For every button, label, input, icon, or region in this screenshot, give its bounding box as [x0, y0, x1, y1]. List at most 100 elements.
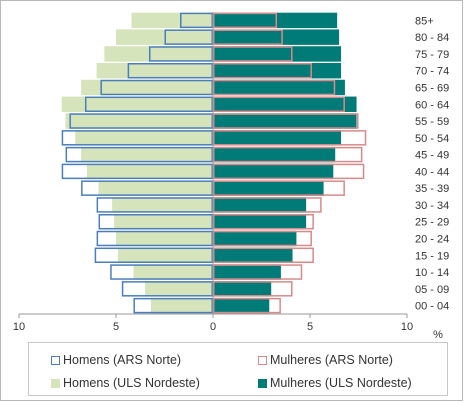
bar-mulheres-uls-nordeste — [213, 297, 270, 314]
bar-mulheres-uls-nordeste — [213, 146, 336, 163]
age-group-label: 10 - 14 — [415, 267, 449, 279]
bar-homens-ars-norte — [110, 264, 213, 280]
bar-homens-uls-nordeste — [65, 113, 213, 129]
bar-homens-ars-norte — [164, 29, 213, 45]
legend-swatch — [51, 379, 60, 388]
bar-homens-ars-norte — [61, 130, 214, 146]
age-group-label: 35 - 39 — [415, 183, 449, 195]
bar-mulheres-uls-nordeste — [213, 96, 357, 112]
legend-item-mulheres-ars-norte: Mulheres (ARS Norte) — [258, 353, 393, 367]
legend-label: Homens (ARS Norte) — [63, 353, 182, 367]
age-group-label: 20 - 24 — [415, 234, 449, 246]
bar-mulheres-uls-nordeste — [213, 130, 342, 146]
bar-homens-uls-nordeste — [116, 230, 213, 247]
bar-mulheres-uls-nordeste — [213, 79, 345, 96]
bar-homens-ars-norte — [69, 113, 213, 129]
bar-mulheres-ars-norte — [213, 63, 312, 79]
bar-mulheres-ars-norte — [213, 281, 293, 297]
x-tick-label: 0 — [210, 321, 216, 333]
bar-mulheres-ars-norte — [213, 46, 293, 62]
bar-mulheres-ars-norte — [213, 247, 314, 263]
bar-mulheres-ars-norte — [213, 146, 363, 163]
bar-mulheres-ars-norte — [213, 180, 345, 196]
x-tick-label: 10 — [13, 321, 25, 333]
bar-homens-ars-norte — [81, 180, 213, 196]
bar-mulheres-ars-norte — [213, 230, 312, 247]
legend-label: Homens (ULS Nordeste) — [63, 376, 200, 390]
bar-homens-uls-nordeste — [75, 130, 213, 146]
bar-homens-ars-norte — [94, 247, 213, 263]
bar-homens-uls-nordeste — [98, 180, 213, 196]
legend-item-homens-uls-nordeste: Homens (ULS Nordeste) — [51, 376, 200, 390]
age-group-label: 05 - 09 — [415, 284, 449, 296]
bar-mulheres-ars-norte — [213, 197, 322, 213]
bar-homens-ars-norte — [121, 281, 213, 297]
bar-mulheres-uls-nordeste — [213, 197, 307, 213]
age-group-label: 65 - 69 — [415, 83, 449, 95]
legend-label: Mulheres (ULS Nordeste) — [270, 376, 412, 390]
age-group-label: 30 - 34 — [415, 200, 449, 212]
age-group-label: 80 - 84 — [415, 32, 449, 44]
bar-homens-uls-nordeste — [114, 214, 213, 230]
bar-homens-uls-nordeste — [112, 197, 213, 213]
bar-homens-ars-norte — [127, 63, 213, 79]
bar-homens-uls-nordeste — [81, 79, 213, 96]
age-group-label: 00 - 04 — [415, 301, 449, 313]
bar-mulheres-ars-norte — [213, 79, 336, 96]
bar-mulheres-uls-nordeste — [213, 214, 307, 230]
bar-mulheres-uls-nordeste — [213, 29, 340, 45]
bar-mulheres-ars-norte — [213, 214, 314, 230]
bar-mulheres-uls-nordeste — [213, 12, 338, 29]
bar-homens-uls-nordeste — [131, 12, 213, 29]
bar-mulheres-ars-norte — [213, 297, 281, 314]
bar-mulheres-ars-norte — [213, 29, 283, 45]
bar-mulheres-ars-norte — [213, 12, 278, 29]
bar-homens-uls-nordeste — [96, 63, 213, 79]
x-tick-label: 5 — [113, 321, 119, 333]
bar-homens-uls-nordeste — [133, 264, 213, 280]
age-group-label: 40 - 44 — [415, 166, 449, 178]
bar-mulheres-ars-norte — [213, 264, 303, 280]
bar-mulheres-uls-nordeste — [213, 63, 342, 79]
population-pyramid-chart: 10 5 0 5 10% 85+ 80 - 84 75 - 79 70 - 74 65 - 69 6… — [13, 12, 449, 340]
bar-mulheres-uls-nordeste — [213, 264, 281, 280]
bar-mulheres-uls-nordeste — [213, 46, 342, 62]
bar-homens-uls-nordeste — [61, 96, 214, 112]
x-tick-label: 10 — [401, 321, 413, 333]
legend: Homens (ARS Norte) Mulheres (ARS Norte) … — [28, 342, 448, 396]
bar-mulheres-uls-nordeste — [213, 281, 272, 297]
age-group-label: 50 - 54 — [415, 133, 449, 145]
age-group-label: 25 - 29 — [415, 217, 449, 229]
age-group-label: 45 - 49 — [415, 150, 449, 162]
bar-homens-ars-norte — [96, 197, 213, 213]
bar-mulheres-ars-norte — [213, 130, 367, 146]
bar-homens-uls-nordeste — [104, 46, 213, 62]
x-unit-label: % — [433, 329, 443, 340]
bar-homens-uls-nordeste — [86, 163, 213, 180]
bar-mulheres-uls-nordeste — [213, 247, 293, 263]
bar-mulheres-uls-nordeste — [213, 180, 324, 196]
bar-homens-ars-norte — [100, 79, 213, 96]
age-group-label: 60 - 64 — [415, 99, 449, 111]
age-group-label: 85+ — [415, 15, 434, 27]
bar-homens-uls-nordeste — [150, 297, 213, 314]
bar-mulheres-uls-nordeste — [213, 230, 297, 247]
bar-homens-ars-norte — [133, 297, 214, 314]
legend-item-homens-ars-norte: Homens (ARS Norte) — [51, 353, 181, 367]
age-group-label: 55 - 59 — [415, 116, 449, 128]
bar-homens-ars-norte — [65, 146, 213, 163]
bar-homens-ars-norte — [61, 163, 214, 180]
bar-mulheres-uls-nordeste — [213, 163, 334, 180]
bar-mulheres-ars-norte — [213, 113, 359, 129]
bar-homens-uls-nordeste — [81, 146, 213, 163]
bar-homens-uls-nordeste — [117, 247, 213, 263]
bar-homens-ars-norte — [180, 12, 214, 29]
legend-swatch — [258, 379, 267, 388]
bar-homens-ars-norte — [84, 96, 213, 112]
legend-swatch — [51, 356, 60, 365]
bar-homens-ars-norte — [98, 214, 213, 230]
age-group-label: 75 - 79 — [415, 49, 449, 61]
bar-mulheres-uls-nordeste — [213, 113, 357, 129]
x-tick-label: 5 — [307, 321, 313, 333]
